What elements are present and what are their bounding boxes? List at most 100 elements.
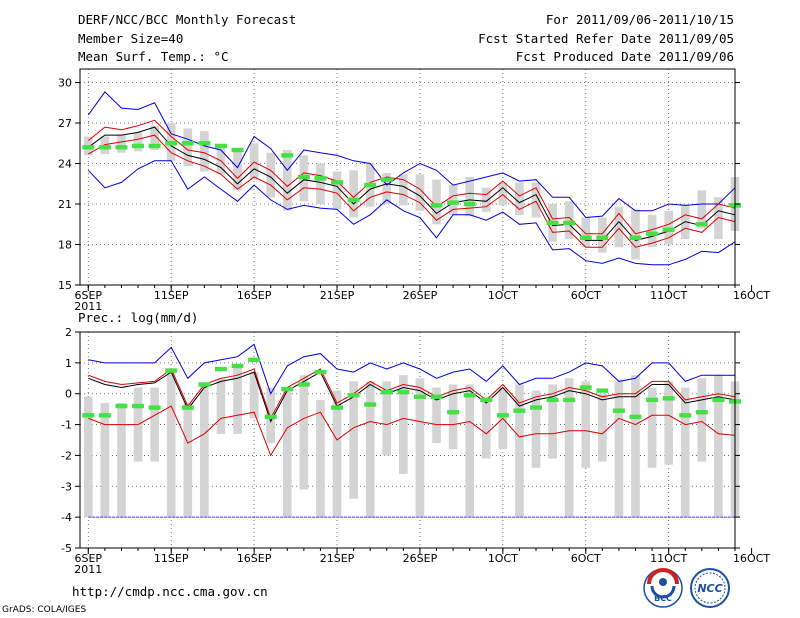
observed-marker (347, 393, 360, 398)
spread-box (282, 387, 292, 518)
spread-box (680, 387, 690, 518)
spread-box (200, 131, 209, 172)
y-tick-label: 27 (58, 117, 72, 130)
spread-box (100, 402, 110, 518)
spread-box (631, 209, 640, 260)
spread-box (647, 387, 657, 468)
x-tick-label: 21SEP (320, 552, 355, 565)
series-line-upper (88, 368, 736, 420)
x-tick-label: 11SEP (154, 552, 189, 565)
x-tick-label: 11OCT (650, 289, 687, 302)
spread-box (150, 125, 159, 150)
observed-marker (579, 385, 592, 390)
forecast-period: For 2011/09/06-2011/10/15 (545, 12, 734, 27)
spread-box (282, 150, 292, 211)
spread-box (498, 182, 508, 206)
observed-marker (82, 145, 95, 150)
observed-marker (214, 143, 227, 149)
x-tick-label: 11OCT (650, 552, 687, 565)
x-tick-label: 6SEP (75, 552, 103, 565)
series-line-max (88, 343, 735, 395)
observed-marker (165, 368, 178, 373)
series-line-lower (88, 134, 736, 248)
spread-box (697, 378, 707, 462)
observed-marker (148, 143, 161, 149)
observed-marker (314, 369, 327, 375)
x-tick-label: 16SEP (237, 289, 272, 302)
observed-marker (447, 410, 460, 415)
ncc-logo-text: NCC (697, 582, 722, 595)
observed-marker (331, 405, 343, 410)
spread-box (316, 163, 325, 204)
y-tick-label: 0 (65, 388, 72, 401)
spread-box (133, 132, 143, 152)
spread-box (166, 372, 176, 518)
observed-marker (496, 413, 509, 418)
observed-marker (98, 145, 111, 150)
observed-marker (579, 235, 592, 240)
spread-box (448, 384, 458, 450)
spread-box (299, 375, 309, 490)
spread-box (83, 396, 93, 518)
observed-marker (629, 235, 642, 240)
observed-marker (712, 397, 725, 403)
website-url[interactable]: http://cmdp.ncc.cma.gov.cn (72, 584, 268, 599)
spread-box (382, 381, 392, 456)
observed-marker (115, 145, 128, 150)
observed-marker (463, 393, 476, 398)
observed-marker (115, 403, 128, 409)
observed-marker (596, 235, 609, 240)
series-line-max (87, 91, 736, 219)
observed-marker (132, 403, 145, 409)
y-tick-label: -3 (61, 480, 72, 493)
observed-marker (629, 414, 642, 420)
spread-box (531, 390, 541, 468)
observed-marker (380, 177, 393, 182)
observed-marker (546, 397, 559, 403)
observed-marker (297, 174, 310, 180)
spread-box (548, 384, 557, 459)
observed-marker (231, 363, 244, 369)
spread-box (598, 393, 607, 462)
observed-marker (281, 153, 294, 158)
series-line-upper (87, 119, 736, 235)
spread-box (415, 378, 425, 518)
variable-label: Mean Surf. Temp.: °C (78, 49, 229, 64)
x-tick-label: 6SEP (75, 289, 103, 302)
started-refer-date: Fcst Started Refer Date 2011/09/05 (478, 31, 734, 46)
observed-marker (165, 141, 178, 146)
spread-box (117, 135, 126, 153)
spread-box (598, 217, 607, 253)
observed-marker (347, 197, 360, 203)
x-tick-label: 1OCT (488, 289, 518, 302)
spread-box (349, 381, 358, 499)
spread-box (183, 128, 193, 167)
chart-title: DERF/NCC/BCC Monthly Forecast (78, 12, 297, 27)
spread-box (233, 150, 242, 191)
y-tick-label: 24 (58, 158, 72, 171)
observed-marker (447, 200, 460, 205)
spread-box (564, 201, 574, 240)
spread-box (481, 396, 491, 459)
observed-marker (132, 143, 145, 149)
observed-marker (546, 220, 559, 226)
series-line-min (87, 160, 736, 266)
spread-box (581, 381, 591, 468)
panel-title: Prec.: log(mm/d) (78, 310, 198, 325)
observed-marker (695, 410, 708, 415)
x-tick-label: 26SEP (403, 289, 438, 302)
y-tick-label: -1 (61, 419, 72, 432)
member-size: Member Size=40 (78, 31, 184, 46)
spread-box (349, 170, 358, 218)
x-tick-label: 16OCT (733, 552, 770, 565)
y-tick-label: 2 (65, 326, 72, 339)
series-line-mean (88, 371, 736, 423)
spread-box (117, 402, 126, 518)
observed-marker (679, 413, 692, 418)
series-line-mean (88, 126, 736, 241)
spread-box (233, 365, 242, 434)
observed-marker (662, 396, 675, 401)
observed-marker (214, 366, 227, 372)
observed-marker (364, 182, 377, 188)
y-tick-label: -5 (61, 542, 72, 555)
